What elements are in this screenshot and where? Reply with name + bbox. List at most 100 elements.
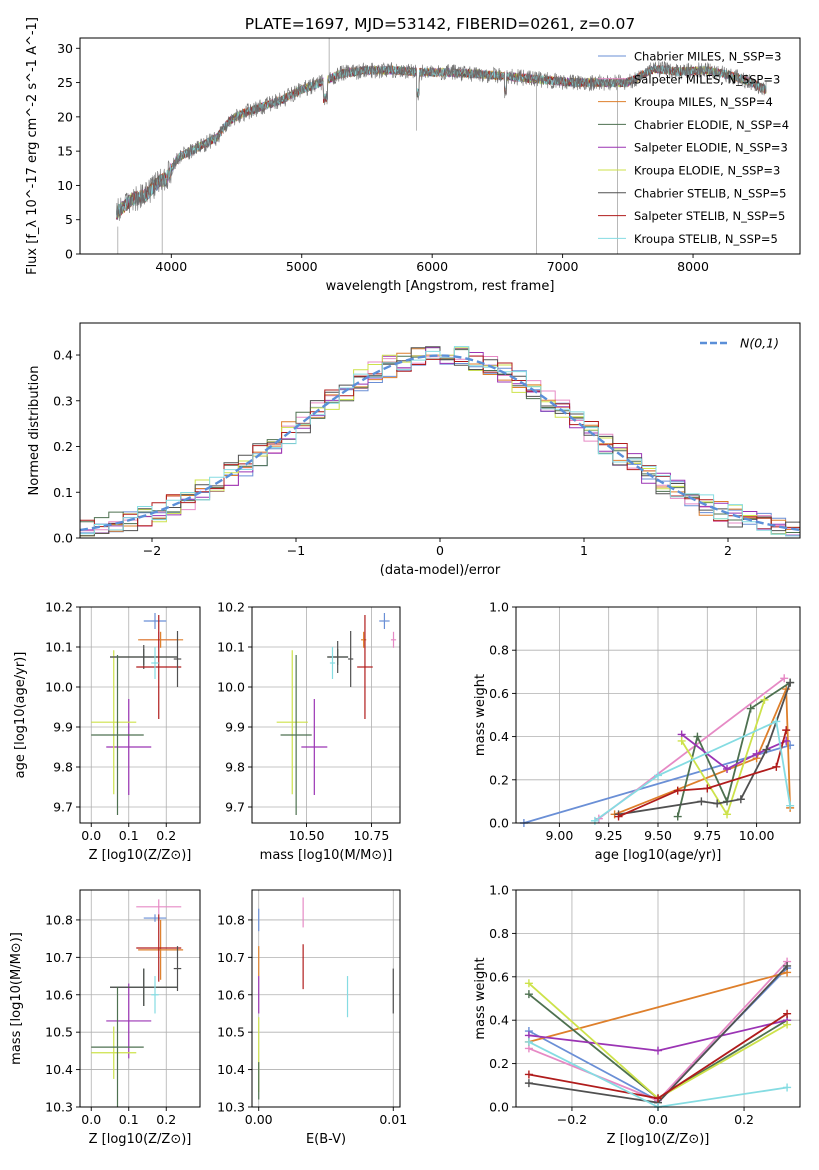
x-tick-label: −2 xyxy=(143,543,161,558)
series-marker xyxy=(783,1009,792,1018)
panel-mass-vs-z: 0.0 0.1 0.2 10.3 10.4 10.5 10.6 10.7 10.8 Z [log1… xyxy=(9,889,201,1147)
panel-spectrum: Chabrier MILES, N_SSP=3 Salpeter MILES, N… xyxy=(25,17,801,294)
x-tick-label: 0.2 xyxy=(156,828,176,843)
plot-content xyxy=(276,613,397,815)
panel-mass-weight-vs-age: 9.00 9.25 9.50 9.75 10.00 0.0 0.2 0.4 0.6 0.8 1.0 a… xyxy=(473,600,801,863)
y-axis-label: Normed distribution xyxy=(27,366,42,496)
series-marker xyxy=(723,765,732,773)
axes-frame xyxy=(79,889,201,1108)
series-marker xyxy=(783,1020,792,1029)
legend-label: Chabrier MILES, N_SSP=3 xyxy=(634,50,781,64)
y-tick-label: 0.0 xyxy=(489,1100,509,1115)
x-tick-label: 9.00 xyxy=(545,828,573,843)
y-tick-label: 15 xyxy=(57,144,73,159)
series-marker xyxy=(524,990,533,999)
y-tick-label: 0.4 xyxy=(489,1013,509,1028)
legend-label: Salpeter STELIB, N_SSP=5 xyxy=(634,209,785,223)
series-marker xyxy=(673,812,682,821)
panel-histogram: N(0,1) −2 −1 0 1 2 0.0 0.1 0.2 0.3 0.4 (data-model)… xyxy=(27,322,801,578)
y-tick-label: 10.4 xyxy=(217,1062,245,1077)
x-tick-label: 1 xyxy=(580,543,588,558)
panel-age-vs-mass: 10.50 10.75 9.7 9.8 9.9 10.0 10.1 10.2 mass [log… xyxy=(217,600,401,863)
series-marker xyxy=(654,1094,662,1103)
y-tick-label: 0.8 xyxy=(489,643,509,658)
histogram-steps xyxy=(80,355,800,528)
series-marker xyxy=(654,771,662,780)
y-tick-label: 9.8 xyxy=(53,760,73,775)
x-axis-label: E(B-V) xyxy=(306,1132,346,1147)
y-axis-label: mass weight xyxy=(473,957,488,1039)
y-tick-label: 30 xyxy=(57,41,73,56)
panel-mass-vs-ebv: 0.00 0.01 10.3 10.4 10.5 10.6 10.7 10.8 E(B-V) xyxy=(217,889,407,1147)
y-tick-label: 9.7 xyxy=(225,800,245,815)
y-tick-label: 0.6 xyxy=(489,969,509,984)
x-tick-label: 0.0 xyxy=(648,1112,668,1127)
plot-area xyxy=(80,890,200,1107)
x-tick-label: 4000 xyxy=(155,259,187,274)
plot-content xyxy=(91,899,184,1107)
axes-frame xyxy=(79,606,201,824)
x-tick-label: 0.2 xyxy=(156,1112,176,1127)
legend-label: Kroupa MILES, N_SSP=4 xyxy=(634,95,773,109)
x-tick-label: 0.0 xyxy=(81,828,101,843)
y-tick-label: 10.0 xyxy=(45,680,73,695)
y-tick-label: 0.6 xyxy=(489,686,509,701)
series-marker xyxy=(723,810,732,819)
x-tick-label: 10.50 xyxy=(289,828,325,843)
panel-mass-weight-vs-z: −0.2 0.0 0.2 0.0 0.2 0.4 0.6 0.8 1.0 Z [log10(Z/Z… xyxy=(473,883,801,1147)
series-marker xyxy=(786,801,795,810)
y-tick-label: 10.2 xyxy=(45,600,73,615)
x-tick-label: 0.1 xyxy=(119,828,139,843)
y-tick-label: 0.4 xyxy=(53,348,73,363)
legend-label: Chabrier STELIB, N_SSP=5 xyxy=(634,186,786,200)
x-axis-label: mass [log10(M/M⊙)] xyxy=(260,848,393,863)
y-tick-label: 10.4 xyxy=(45,1062,73,1077)
y-tick-label: 10.5 xyxy=(45,1025,73,1040)
plot-content xyxy=(519,674,795,827)
y-tick-label: 0 xyxy=(65,247,73,262)
y-tick-label: 10.1 xyxy=(45,640,73,655)
y-tick-label: 0.4 xyxy=(489,729,509,744)
y-tick-label: 20 xyxy=(57,109,73,124)
series-marker xyxy=(762,745,771,754)
series-marker xyxy=(614,812,623,821)
legend-label: Chabrier ELODIE, N_SSP=4 xyxy=(634,118,789,132)
legend-label: Kroupa STELIB, N_SSP=5 xyxy=(634,232,778,246)
series-marker xyxy=(786,678,795,687)
series-marker xyxy=(772,717,781,726)
series-marker xyxy=(524,1037,533,1046)
series-marker xyxy=(752,749,761,758)
y-tick-label: 10.8 xyxy=(45,912,73,927)
y-tick-label: 10.0 xyxy=(217,680,245,695)
legend-label: Kroupa ELODIE, N_SSP=3 xyxy=(634,164,780,178)
y-tick-label: 10 xyxy=(57,178,73,193)
series-marker xyxy=(713,799,722,808)
y-tick-label: 0.2 xyxy=(489,772,509,787)
series-marker xyxy=(780,674,789,683)
legend-label: Salpeter MILES, N_SSP=3 xyxy=(634,72,780,86)
plot-content xyxy=(524,957,792,1111)
series-marker xyxy=(590,816,599,825)
y-tick-label: 10.6 xyxy=(217,987,245,1002)
x-tick-label: 5000 xyxy=(286,259,318,274)
plot-content xyxy=(91,613,184,815)
y-tick-label: 10.6 xyxy=(45,987,73,1002)
x-tick-label: 0.0 xyxy=(81,1112,101,1127)
y-tick-label: 10.5 xyxy=(217,1025,245,1040)
y-tick-label: 10.7 xyxy=(45,950,73,965)
spectrum-data-line xyxy=(116,61,767,221)
series-marker xyxy=(703,784,712,793)
series-marker xyxy=(746,704,755,713)
series-marker xyxy=(654,1046,662,1055)
series-marker xyxy=(783,1083,792,1092)
series-marker xyxy=(760,695,769,704)
y-tick-label: 10.7 xyxy=(217,950,245,965)
x-axis-label: wavelength [Angstrom, rest frame] xyxy=(326,279,555,294)
x-tick-label: 0 xyxy=(436,543,444,558)
series-marker xyxy=(693,732,702,741)
figure-title: PLATE=1697, MJD=53142, FIBERID=0261, z=0… xyxy=(245,15,635,33)
x-axis-label: Z [log10(Z/Z⊙)] xyxy=(89,1132,192,1147)
axes-frame xyxy=(79,37,801,255)
x-tick-label: 7000 xyxy=(547,259,579,274)
